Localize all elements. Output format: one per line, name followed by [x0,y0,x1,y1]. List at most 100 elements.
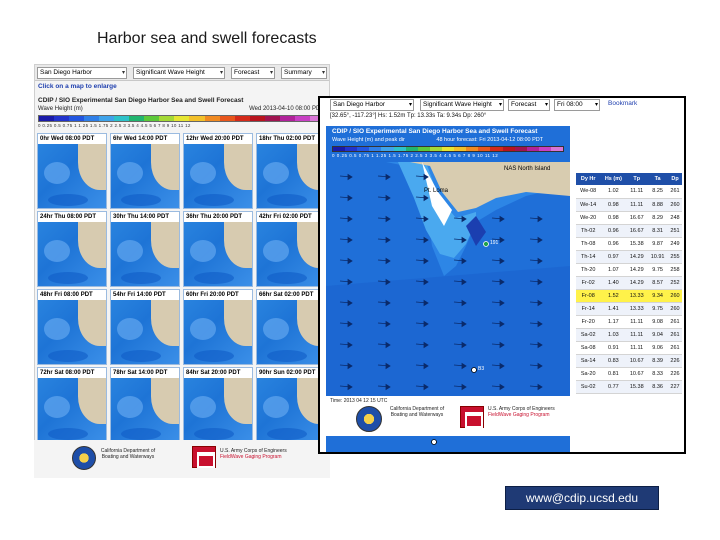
direction-arrow-head [385,383,391,391]
thumbnail-deep-water [48,350,88,362]
thumbnail-land [151,144,179,190]
table-cell: Th-20 [576,263,601,277]
thumbnail-label: 54hr Fri 14:00 PDT [111,290,179,300]
california-seal-logo [72,446,96,470]
table-row[interactable]: Th-02 0.96 16.67 8.31 251 [576,224,682,238]
buoy-marker-3 [431,439,437,445]
thumbnail-deep-water [48,428,88,440]
forecast-thumbnail[interactable]: 18hr Thu 02:00 PDT [256,133,326,209]
forecast-thumbnail[interactable]: 90hr Sun 02:00 PDT [256,367,326,443]
thumbnail-nearshore [263,318,289,340]
forecast-thumbnail[interactable]: 36hr Thu 20:00 PDT [183,211,253,287]
land-mass [410,162,570,212]
table-row[interactable]: Fr-02 1.40 14.29 8.57 252 [576,276,682,290]
direction-arrow-head [499,383,505,391]
detail-time-value: Fri 08:00 [557,101,583,108]
table-row[interactable]: Su-02 0.77 15.38 8.36 227 [576,380,682,394]
colorbar-swatch [129,116,145,121]
forecast-thumbnail[interactable]: 12hr Wed 20:00 PDT [183,133,253,209]
colorbar-swatch [538,147,551,151]
direction-arrow-head [385,236,391,244]
table-header-cell: Hs (m) [600,173,627,185]
table-cell: We-08 [576,185,601,199]
nas-north-island-label: NAS North Island [504,166,551,172]
table-row[interactable]: Fr-14 1.41 13.33 9.75 260 [576,302,682,316]
table-row[interactable]: Fr-20 1.17 11.11 9.08 261 [576,315,682,329]
thumbnail-nearshore [190,162,216,184]
table-row[interactable]: Th-08 0.96 15.38 9.87 249 [576,237,682,251]
table-header-cell: Ta [647,173,669,185]
map-colorbar-ticks: 0 0.25 0.5 0.75 1 1.25 1.5 1.75 2 2.5 3 … [332,153,499,158]
direction-arrow-head [423,320,429,328]
colorbar-swatch [204,116,220,121]
thumbnail-deep-water [194,428,234,440]
thumbnail-deep-water [267,272,307,284]
table-row[interactable]: Th-20 1.07 14.29 9.75 258 [576,263,682,277]
table-row[interactable]: Sa-14 0.83 10.67 8.39 226 [576,354,682,368]
table-cell: 261 [668,341,682,355]
table-row[interactable]: We-08 1.02 11.11 8.25 261 [576,185,682,199]
table-cell: Su-02 [576,380,601,394]
table-row[interactable]: Sa-20 0.81 10.67 8.33 226 [576,367,682,381]
thumbnail-land [224,300,252,346]
table-row[interactable]: Th-14 0.97 14.29 10.91 255 [576,250,682,264]
forecast-thumbnail[interactable]: 0hr Wed 08:00 PDT [37,133,107,209]
direction-arrow-head [423,194,429,202]
table-cell: 9.06 [647,341,669,355]
colorbar-swatch [345,147,358,151]
forecast-thumbnail[interactable]: 54hr Fri 14:00 PDT [110,289,180,365]
table-cell: 9.04 [647,328,669,342]
forecast-thumbnail[interactable]: 72hr Sat 08:00 PDT [37,367,107,443]
table-cell: 11.11 [626,198,648,212]
thumbnail-land [78,378,106,424]
forecast-thumbnail[interactable]: 30hr Thu 14:00 PDT [110,211,180,287]
table-row[interactable]: We-14 0.98 11.11 8.88 260 [576,198,682,212]
table-cell: 0.96 [600,224,627,238]
thumbnail-land [224,222,252,268]
colorbar-swatch [189,116,205,121]
thumbnail-nearshore [263,162,289,184]
detail-station-select[interactable]: San Diego Harbor ▾ [330,99,414,111]
table-cell: 9.34 [647,289,669,303]
forecast-thumbnail[interactable]: 24hr Thu 08:00 PDT [37,211,107,287]
bookmark-link[interactable]: Bookmark [608,100,638,107]
detail-mode-select[interactable]: Forecast ▾ [508,99,550,111]
map-colorbar [332,146,564,152]
thumbnail-deep-water [121,350,161,362]
parameter-select[interactable]: Significant Wave Height ▾ [133,67,225,79]
detail-time-select[interactable]: Fri 08:00 ▾ [554,99,600,111]
forecast-thumbnail[interactable]: 42hr Fri 02:00 PDT [256,211,326,287]
table-row[interactable]: We-20 0.98 16.67 8.29 248 [576,211,682,225]
table-cell: Fr-20 [576,315,601,329]
table-cell: 11.11 [626,315,648,329]
table-row[interactable]: Sa-08 0.91 11.11 9.06 261 [576,341,682,355]
table-cell: 8.29 [647,211,669,225]
thumbnail-deep-water [267,350,307,362]
view-select[interactable]: Summary ▾ [281,67,327,79]
colorbar-swatch [357,147,370,151]
thumbnail-nearshore [190,396,216,418]
colorbar-swatch [54,116,70,121]
table-row[interactable]: Sa-02 1.03 11.11 9.04 261 [576,328,682,342]
view-select-value: Summary [284,69,312,76]
table-cell: 226 [668,367,682,381]
point-loma-peninsula [422,162,452,226]
thumbnail-land [78,300,106,346]
forecast-thumbnail[interactable]: 78hr Sat 14:00 PDT [110,367,180,443]
mode-select[interactable]: Forecast ▾ [231,67,275,79]
direction-arrow-head [347,194,353,202]
forecast-thumbnail[interactable]: 84hr Sat 20:00 PDT [183,367,253,443]
forecast-thumbnail[interactable]: 66hr Sat 02:00 PDT [256,289,326,365]
detail-parameter-select[interactable]: Significant Wave Height ▾ [420,99,504,111]
army-corps-label: U.S. Army Corps of Engineers FieldWave G… [488,406,568,418]
station-select[interactable]: San Diego Harbor ▾ [37,67,127,79]
table-cell: 1.07 [600,263,627,277]
chevron-down-icon: ▾ [498,102,502,108]
forecast-thumbnail[interactable]: 60hr Fri 20:00 PDT [183,289,253,365]
forecast-thumbnail[interactable]: 6hr Wed 14:00 PDT [110,133,180,209]
forecast-thumbnail[interactable]: 48hr Fri 08:00 PDT [37,289,107,365]
table-row[interactable]: Fr-08 1.52 13.33 9.34 260 [576,289,682,303]
detail-mode-value: Forecast [511,101,537,108]
table-cell: 11.11 [626,328,648,342]
table-cell: 16.67 [626,224,648,238]
